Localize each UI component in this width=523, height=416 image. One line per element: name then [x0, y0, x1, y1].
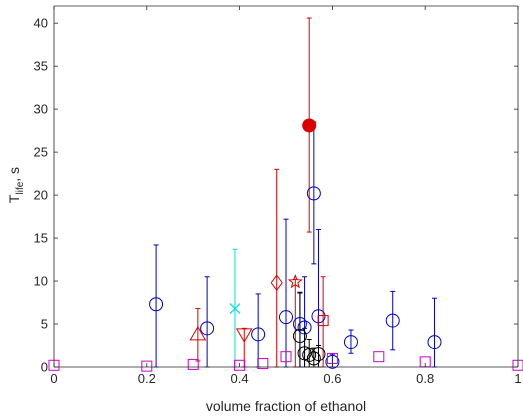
- data-point-square: [317, 315, 329, 327]
- y-axis-label: Tlife, s: [6, 167, 26, 203]
- data-point-square: [141, 360, 153, 372]
- x-tick-label: 0.4: [231, 371, 249, 386]
- y-tick-label: 5: [41, 317, 48, 332]
- data-point-circle: [343, 335, 358, 350]
- data-point-circle: [385, 313, 400, 328]
- x-axis-label: volume fraction of ethanol: [206, 398, 366, 414]
- data-point-circle: [306, 351, 321, 366]
- data-point-circle: [292, 317, 307, 332]
- data-point-circle: [297, 320, 312, 335]
- data-point-circle: [251, 327, 266, 342]
- y-tick-label: 30: [34, 102, 48, 117]
- y-tick-label: 35: [34, 59, 48, 74]
- x-tick-label: 0.6: [323, 371, 341, 386]
- data-point-circle: [306, 186, 321, 201]
- y-axis-label-tail: , s: [6, 167, 22, 182]
- data-point-circle: [427, 335, 442, 350]
- x-tick-label: 0.8: [416, 371, 434, 386]
- data-point-circle: [292, 329, 307, 344]
- data-point-x: [229, 303, 241, 314]
- axes: [53, 5, 519, 368]
- x-tick-label: 1: [514, 371, 521, 386]
- y-tick-label: 15: [34, 231, 48, 246]
- data-point-square: [373, 351, 385, 363]
- data-point-square: [280, 351, 292, 363]
- data-point-square: [257, 358, 269, 370]
- data-point-filled-circle: [302, 118, 317, 133]
- y-tick-label: 0: [41, 360, 48, 375]
- data-point-diamond: [270, 274, 283, 292]
- data-point-circle: [302, 347, 317, 362]
- y-axis-label-main: T: [6, 194, 22, 203]
- data-point-square: [234, 359, 246, 371]
- x-tick-label: 0.2: [138, 371, 156, 386]
- data-point-circle: [200, 321, 215, 336]
- data-point-circle: [149, 297, 164, 312]
- y-tick-label: 40: [34, 16, 48, 31]
- x-tick-label: 0: [50, 371, 57, 386]
- y-tick-label: 25: [34, 145, 48, 160]
- y-tick-label: 20: [34, 188, 48, 203]
- data-point-circle: [325, 354, 340, 369]
- data-point-circle: [311, 347, 326, 362]
- data-markers: [48, 118, 523, 372]
- y-tick-label: 10: [34, 274, 48, 289]
- y-axis-label-sub: life: [15, 181, 26, 194]
- data-point-square: [187, 358, 199, 370]
- data-point-triangle-down: [235, 328, 253, 343]
- data-point-circle: [279, 310, 293, 325]
- data-point-triangle-up: [189, 325, 207, 341]
- data-point-pentagram: [287, 273, 303, 289]
